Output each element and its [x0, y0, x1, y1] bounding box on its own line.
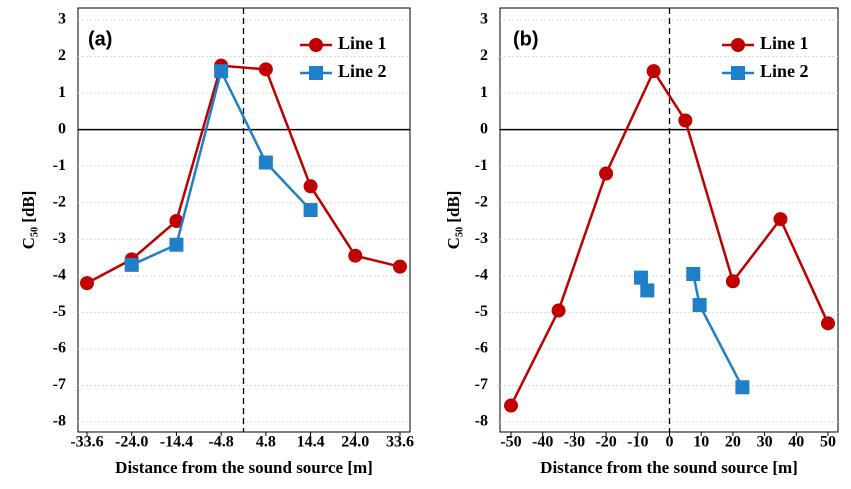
x-tick-label: 4.8 — [256, 434, 276, 451]
marker — [692, 298, 707, 313]
y-tick-label: -5 — [53, 303, 66, 320]
marker — [258, 155, 273, 170]
marker — [821, 316, 835, 331]
marker — [303, 203, 318, 218]
x-tick-label: -14.4 — [160, 434, 193, 451]
x-tick-label: 50 — [820, 434, 836, 451]
series-line — [86, 64, 401, 285]
y-tick-label: -6 — [475, 340, 488, 357]
marker — [678, 113, 693, 128]
marker — [735, 380, 750, 395]
legend-label: Line 1 — [338, 33, 387, 53]
marker — [633, 270, 648, 285]
x-tick-label: -20 — [595, 434, 616, 451]
y-tick-label: -2 — [475, 193, 488, 210]
y-tick-label: -2 — [53, 193, 66, 210]
legend-label: Line 2 — [338, 61, 387, 81]
marker — [258, 62, 273, 77]
y-tick-label: -7 — [475, 376, 488, 393]
x-axis-label: Distance from the sound source [m] — [540, 458, 798, 477]
x-axis-label: Distance from the sound source [m] — [115, 458, 373, 477]
y-tick-label: -6 — [53, 340, 66, 357]
series-line — [692, 273, 744, 388]
x-tick-label: 14.4 — [297, 434, 325, 451]
x-tick-label: 40 — [788, 434, 804, 451]
x-tick-label: -33.6 — [70, 434, 103, 451]
y-tick-label: -8 — [475, 413, 488, 430]
x-tick-label: -10 — [627, 434, 648, 451]
marker — [169, 214, 184, 228]
marker — [124, 257, 139, 272]
marker — [599, 166, 614, 181]
y-tick-label: 3 — [480, 11, 488, 28]
x-tick-label: -4.8 — [208, 434, 233, 451]
legend-marker — [309, 38, 323, 52]
x-tick-label: 33.6 — [386, 434, 414, 451]
x-tick-label: -24.0 — [115, 434, 148, 451]
panel-label: (a) — [88, 28, 112, 50]
y-tick-label: -8 — [53, 413, 66, 430]
marker — [725, 274, 740, 289]
marker — [551, 303, 566, 318]
legend-marker — [309, 66, 323, 80]
y-axis-label: C₅₀ [dB] — [444, 191, 463, 250]
y-tick-label: 2 — [480, 47, 488, 64]
x-tick-label: -30 — [564, 434, 585, 451]
y-tick-label: -3 — [53, 230, 66, 247]
x-tick-label: 24.0 — [341, 434, 369, 451]
marker — [348, 248, 363, 263]
y-tick-label: 1 — [58, 84, 66, 101]
y-tick-label: 1 — [480, 84, 488, 101]
y-tick-label: 0 — [58, 120, 66, 137]
x-tick-label: 0 — [666, 434, 674, 451]
legend-marker — [731, 66, 745, 80]
marker — [640, 283, 655, 298]
y-tick-label: -7 — [53, 376, 66, 393]
series-line — [509, 68, 830, 407]
marker — [214, 64, 229, 79]
marker — [773, 212, 788, 227]
x-tick-label: 10 — [693, 434, 709, 451]
marker — [169, 237, 184, 252]
marker — [646, 64, 661, 79]
y-tick-label: -4 — [475, 266, 488, 283]
x-tick-label: 20 — [725, 434, 741, 451]
x-tick-label: 30 — [757, 434, 773, 451]
marker — [504, 398, 518, 413]
y-tick-label: -1 — [475, 157, 488, 174]
marker — [80, 276, 94, 291]
y-tick-label: -4 — [53, 266, 66, 283]
x-tick-label: -50 — [500, 434, 521, 451]
legend-label: Line 2 — [760, 61, 809, 81]
y-tick-label: 2 — [58, 47, 66, 64]
marker — [393, 259, 407, 274]
legend-label: Line 1 — [760, 33, 809, 53]
panel-label: (b) — [513, 28, 539, 50]
marker — [303, 179, 318, 194]
y-tick-label: 0 — [480, 120, 488, 137]
legend-marker — [731, 38, 745, 52]
x-tick-label: -40 — [532, 434, 553, 451]
y-tick-label: 3 — [58, 11, 66, 28]
y-axis-label: C₅₀ [dB] — [19, 191, 38, 250]
y-tick-label: -3 — [475, 230, 488, 247]
y-tick-label: -5 — [475, 303, 488, 320]
y-tick-label: -1 — [53, 157, 66, 174]
marker — [686, 266, 701, 281]
